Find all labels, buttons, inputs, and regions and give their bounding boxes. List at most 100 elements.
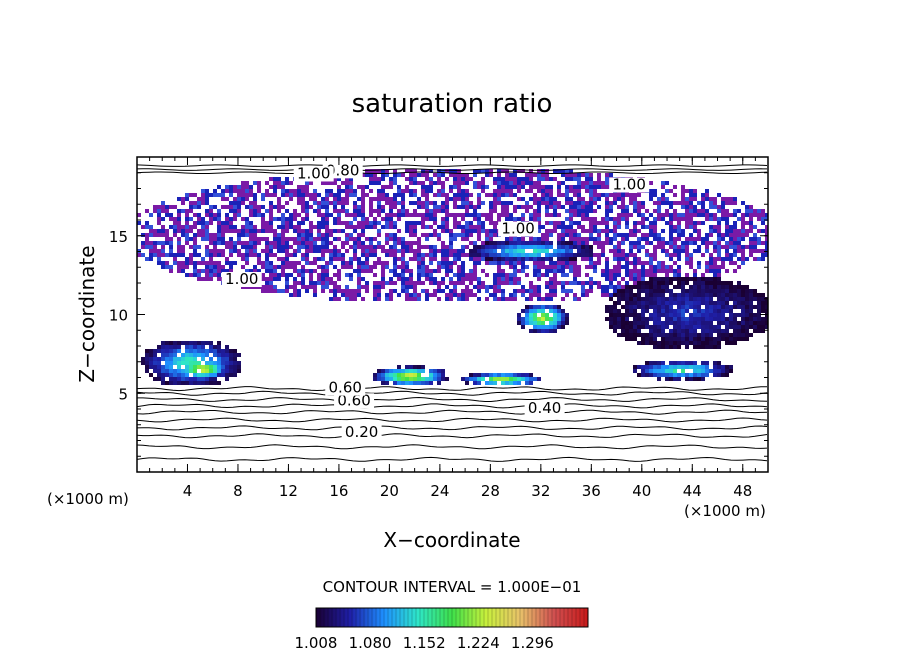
field-cell: [621, 197, 625, 201]
field-cell: [529, 185, 533, 189]
field-cell: [549, 253, 553, 257]
field-cell: [185, 265, 189, 269]
field-cell: [757, 213, 761, 217]
field-cell: [657, 369, 661, 373]
field-cell: [701, 313, 705, 317]
field-cell: [349, 177, 353, 181]
field-cell: [669, 281, 673, 285]
field-cell: [473, 265, 477, 269]
field-cell: [421, 221, 425, 225]
field-cell: [561, 241, 565, 245]
field-cell: [473, 217, 477, 221]
field-cell: [721, 321, 725, 325]
field-cell: [493, 225, 497, 229]
field-cell: [273, 265, 277, 269]
field-cell: [529, 317, 533, 321]
field-cell: [169, 253, 173, 257]
field-cell: [581, 249, 585, 253]
field-cell: [225, 269, 229, 273]
field-cell: [357, 285, 361, 289]
field-cell: [397, 237, 401, 241]
field-cell: [261, 265, 265, 269]
field-cell: [665, 325, 669, 329]
field-cell: [669, 213, 673, 217]
field-cell: [209, 257, 213, 261]
field-cell: [617, 257, 621, 261]
field-cell: [153, 229, 157, 233]
field-cell: [357, 197, 361, 201]
field-cell: [205, 225, 209, 229]
field-cell: [237, 229, 241, 233]
field-cell: [681, 289, 685, 293]
field-cell: [697, 321, 701, 325]
field-cell: [757, 297, 761, 301]
field-cell: [313, 269, 317, 273]
field-cell: [373, 281, 377, 285]
field-cell: [669, 309, 673, 313]
field-cell: [361, 269, 365, 273]
field-cell: [705, 289, 709, 293]
field-cell: [605, 193, 609, 197]
field-cell: [493, 205, 497, 209]
field-cell: [653, 209, 657, 213]
field-cell: [657, 317, 661, 321]
field-cell: [721, 209, 725, 213]
field-cell: [717, 209, 721, 213]
field-cell: [661, 237, 665, 241]
field-cell: [413, 169, 417, 173]
field-cell: [269, 193, 273, 197]
field-cell: [737, 265, 741, 269]
field-cell: [361, 201, 365, 205]
field-cell: [633, 301, 637, 305]
field-cell: [565, 293, 569, 297]
field-cell: [633, 365, 637, 369]
colorbar-tick-label: 1.080: [349, 634, 392, 652]
field-cell: [685, 293, 689, 297]
field-cell: [393, 373, 397, 377]
field-cell: [633, 325, 637, 329]
field-cell: [181, 373, 185, 377]
field-cell: [209, 273, 213, 277]
contour-label: 1.00: [297, 164, 330, 182]
field-cell: [305, 201, 309, 205]
field-cell: [401, 381, 405, 385]
field-cell: [697, 373, 701, 377]
field-cell: [709, 285, 713, 289]
field-cell: [681, 241, 685, 245]
field-cell: [257, 253, 261, 257]
field-cell: [717, 365, 721, 369]
field-cell: [553, 249, 557, 253]
field-cell: [209, 209, 213, 213]
field-cell: [309, 281, 313, 285]
field-cell: [625, 301, 629, 305]
field-cell: [189, 377, 193, 381]
field-cell: [713, 317, 717, 321]
field-cell: [725, 201, 729, 205]
field-cell: [505, 381, 509, 385]
field-cell: [529, 309, 533, 313]
field-cell: [569, 249, 573, 253]
field-cell: [453, 185, 457, 189]
field-cell: [221, 237, 225, 241]
field-cell: [561, 205, 565, 209]
field-cell: [465, 221, 469, 225]
field-cell: [633, 265, 637, 269]
field-cell: [329, 261, 333, 265]
field-cell: [645, 341, 649, 345]
field-cell: [669, 205, 673, 209]
field-cell: [697, 249, 701, 253]
field-cell: [205, 381, 209, 385]
field-cell: [765, 325, 768, 329]
field-cell: [429, 245, 433, 249]
field-cell: [317, 205, 321, 209]
field-cell: [697, 245, 701, 249]
field-cell: [705, 285, 709, 289]
field-cell: [617, 313, 621, 317]
field-cell: [717, 301, 721, 305]
field-cell: [697, 325, 701, 329]
field-cell: [273, 245, 277, 249]
field-cell: [389, 217, 393, 221]
field-cell: [497, 185, 501, 189]
field-cell: [197, 217, 201, 221]
field-cell: [665, 201, 669, 205]
